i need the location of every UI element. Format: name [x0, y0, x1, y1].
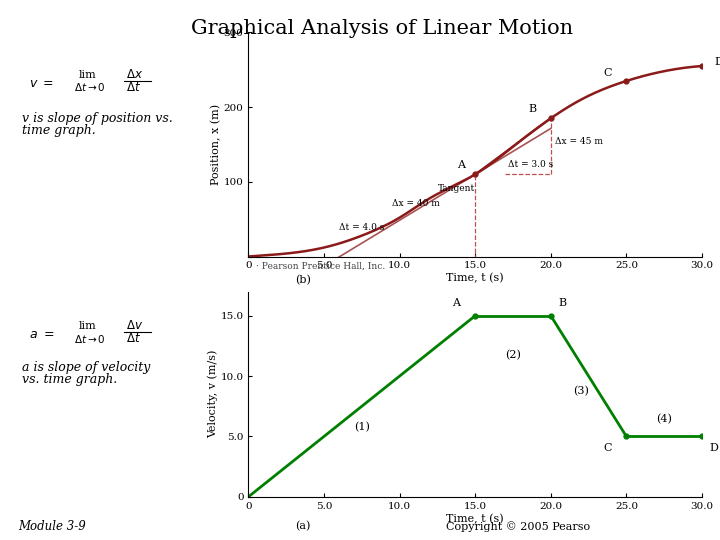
- Text: a is slope of velocity: a is slope of velocity: [22, 361, 150, 374]
- Text: $v\ =$: $v\ =$: [29, 77, 54, 90]
- Text: D: D: [709, 443, 719, 453]
- Text: B: B: [528, 104, 536, 114]
- Text: Δx = 40 m: Δx = 40 m: [392, 199, 440, 208]
- Text: Δt = 3.0 s: Δt = 3.0 s: [508, 160, 554, 169]
- Text: D: D: [714, 57, 720, 66]
- Text: (1): (1): [354, 422, 370, 433]
- Text: C: C: [603, 443, 612, 453]
- Text: $\Delta t \rightarrow 0$: $\Delta t \rightarrow 0$: [74, 82, 106, 93]
- Text: time graph.: time graph.: [22, 124, 95, 137]
- Text: (b): (b): [295, 275, 311, 286]
- Text: Module 3-9: Module 3-9: [18, 520, 86, 534]
- X-axis label: Time, t (s): Time, t (s): [446, 273, 504, 284]
- Text: B: B: [559, 298, 567, 308]
- Text: Δt = 4.0 s: Δt = 4.0 s: [339, 222, 384, 232]
- Y-axis label: Velocity, v (m/s): Velocity, v (m/s): [207, 350, 217, 438]
- Text: $\Delta v$: $\Delta v$: [126, 319, 143, 332]
- Text: · Pearson Prentice Hall, Inc.: · Pearson Prentice Hall, Inc.: [256, 261, 385, 271]
- Text: Δx = 45 m: Δx = 45 m: [555, 138, 603, 146]
- Text: Graphical Analysis of Linear Motion: Graphical Analysis of Linear Motion: [191, 19, 572, 38]
- Text: vs. time graph.: vs. time graph.: [22, 373, 117, 386]
- Text: A: A: [457, 160, 465, 170]
- Text: (a): (a): [295, 521, 310, 532]
- Text: $a\ =$: $a\ =$: [29, 328, 54, 341]
- Text: A: A: [452, 298, 461, 308]
- Text: lim: lim: [79, 321, 97, 330]
- X-axis label: Time, t (s): Time, t (s): [446, 514, 504, 524]
- Text: (2): (2): [505, 350, 521, 360]
- Text: (3): (3): [573, 386, 589, 396]
- Text: C: C: [603, 69, 612, 78]
- Text: $\Delta t$: $\Delta t$: [126, 81, 141, 94]
- Text: lim: lim: [79, 70, 97, 79]
- Text: $\Delta t \rightarrow 0$: $\Delta t \rightarrow 0$: [74, 333, 106, 345]
- Text: Copyright © 2005 Pearso: Copyright © 2005 Pearso: [446, 522, 590, 532]
- Text: Tangent: Tangent: [438, 184, 474, 193]
- Text: $\Delta t$: $\Delta t$: [126, 332, 141, 345]
- Text: (4): (4): [656, 414, 672, 424]
- Text: v is slope of position vs.: v is slope of position vs.: [22, 112, 172, 125]
- Text: $\Delta x$: $\Delta x$: [126, 68, 143, 81]
- Y-axis label: Position, x (m): Position, x (m): [210, 104, 221, 185]
